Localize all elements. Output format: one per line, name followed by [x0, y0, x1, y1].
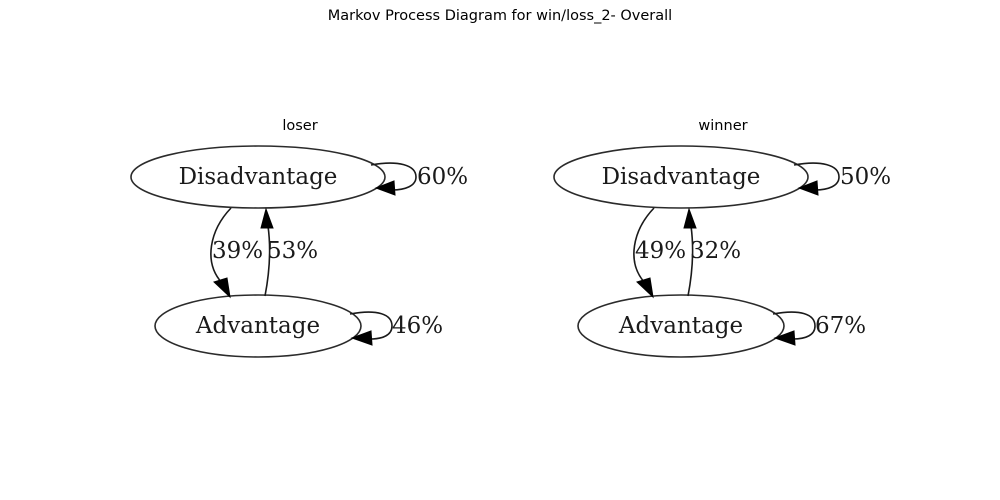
node-bottom-label: Advantage: [618, 313, 743, 339]
node-top-label: Disadvantage: [602, 164, 761, 190]
edge-bottom-self-label: 46%: [392, 313, 443, 339]
node-top: Disadvantage: [553, 145, 809, 209]
edge-bottom-self: 67%: [772, 311, 866, 346]
page-title: Markov Process Diagram for win/loss_2- O…: [327, 8, 673, 24]
edge-bottom-self-arrow: [773, 330, 796, 346]
edge-bottom-self: 46%: [349, 311, 443, 346]
edge-top-to-bottom-line: [210, 207, 232, 284]
panel-title-loser: loser: [282, 118, 318, 134]
panel-winner: Disadvantage Advantage 50% 49% 32%: [553, 145, 891, 358]
edge-bottom-to-top-line: [687, 225, 694, 297]
edge-top-to-bottom-line: [633, 207, 655, 284]
edge-top-self-label: 50%: [840, 164, 891, 190]
edge-bottom-to-top-label: 53%: [267, 238, 318, 264]
panel-loser: Disadvantage Advantage 60% 39% 53%: [130, 145, 468, 358]
edge-top-self-arrow: [374, 180, 396, 196]
edge-top-to-bottom-label: 49%: [635, 238, 686, 264]
node-top-shape: [553, 145, 809, 209]
node-top: Disadvantage: [130, 145, 386, 209]
node-bottom: Advantage: [577, 294, 785, 358]
node-bottom-shape: [577, 294, 785, 358]
edge-bottom-self-label: 67%: [815, 313, 866, 339]
edge-bottom-to-top-arrow: [683, 207, 697, 229]
edge-bottom-self-line: [772, 311, 816, 340]
edge-top-to-bottom: 39%: [210, 207, 263, 299]
panel-title-winner: winner: [698, 118, 748, 134]
edge-top-to-bottom-arrow: [636, 277, 654, 299]
node-bottom-shape: [154, 294, 362, 358]
edge-top-self-label: 60%: [417, 164, 468, 190]
edge-top-to-bottom: 49%: [633, 207, 686, 299]
edge-bottom-to-top-arrow: [260, 207, 274, 229]
edge-top-to-bottom-arrow: [213, 277, 231, 299]
edge-bottom-to-top-line: [264, 225, 271, 297]
edge-bottom-self-line: [349, 311, 393, 340]
edge-top-to-bottom-label: 39%: [212, 238, 263, 264]
edge-bottom-to-top: 32%: [683, 207, 741, 297]
node-top-shape: [130, 145, 386, 209]
edge-top-self-line: [793, 162, 840, 191]
edge-top-self: 50%: [793, 162, 891, 196]
node-bottom-label: Advantage: [195, 313, 320, 339]
edge-bottom-self-arrow: [350, 330, 373, 346]
edge-bottom-to-top-label: 32%: [690, 238, 741, 264]
node-top-label: Disadvantage: [179, 164, 338, 190]
edge-top-self-line: [370, 162, 417, 191]
edge-top-self-arrow: [797, 180, 819, 196]
node-bottom: Advantage: [154, 294, 362, 358]
edge-top-self: 60%: [370, 162, 468, 196]
edge-bottom-to-top: 53%: [260, 207, 318, 297]
